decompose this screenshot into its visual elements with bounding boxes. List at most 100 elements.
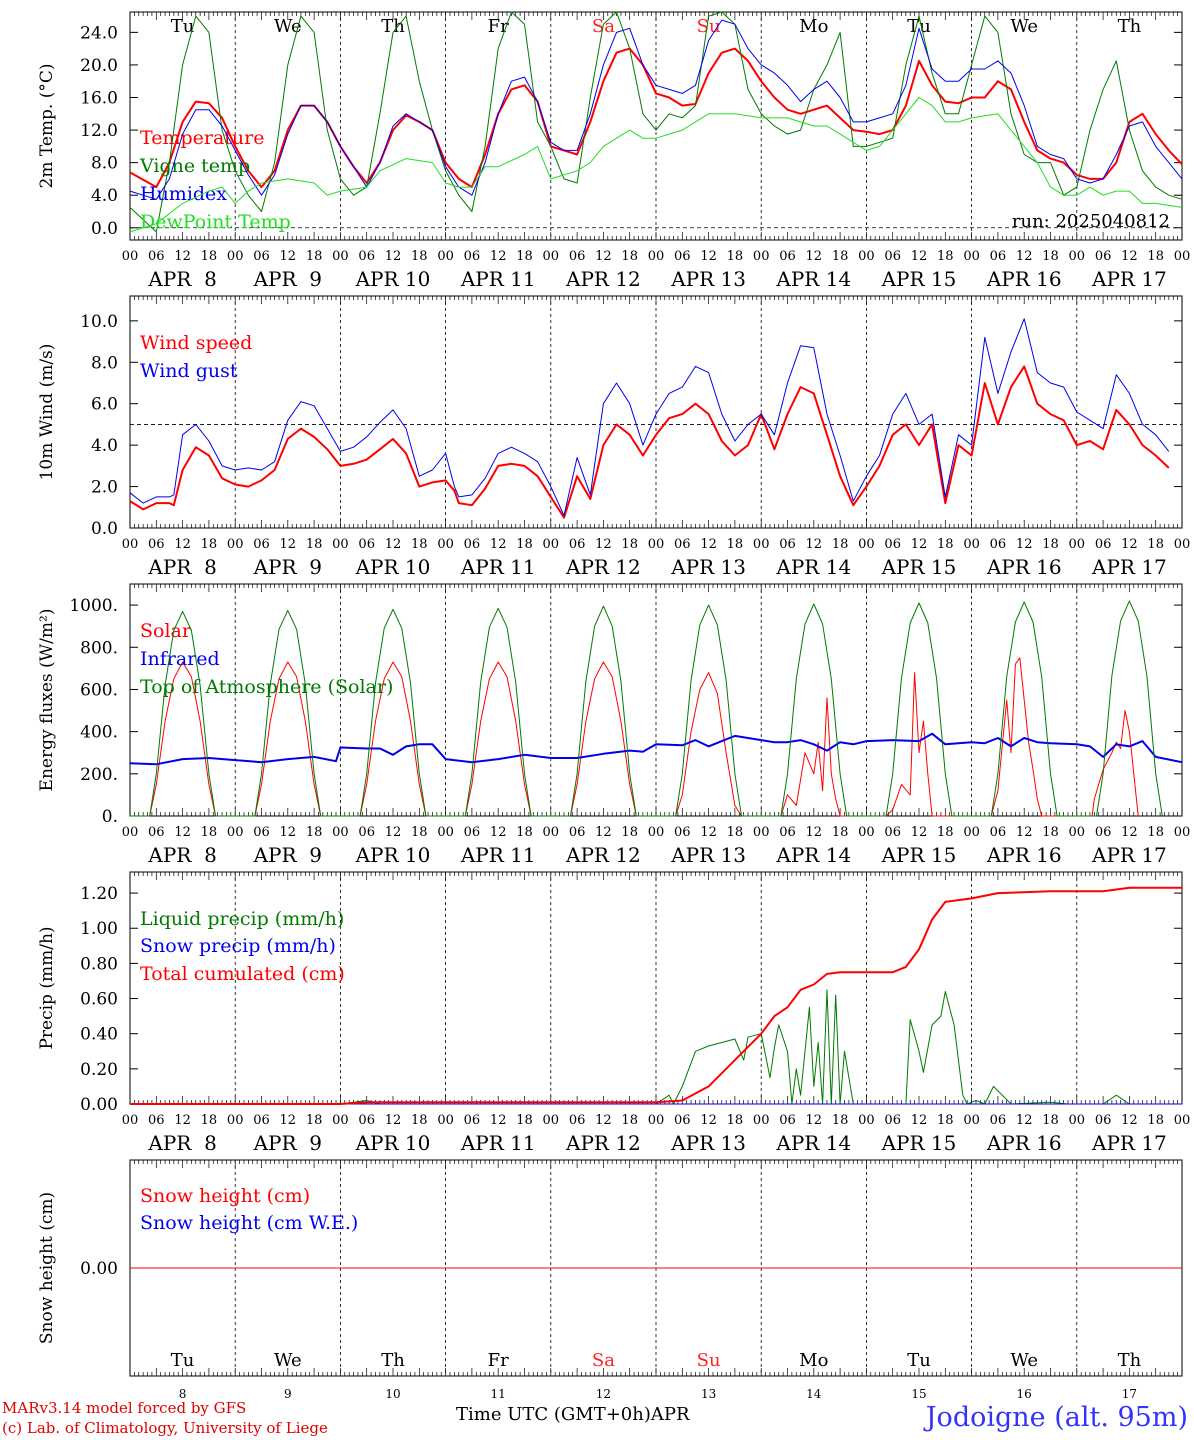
wind-panel: 0.0 2.0 4.0 6.0 8.0 10.0 10m Wind (m/s) 00 06 12 1… [37, 295, 1191, 579]
x-axis-month: APR [650, 1404, 690, 1425]
precip-y-tick-label: 0.60 [80, 990, 118, 1010]
energy-hour-label: 12 [490, 825, 507, 840]
wind-series-0-line [129, 365, 1170, 519]
wind-y-tick-label: 0.0 [91, 519, 118, 539]
energy-date-label: APR 17 [1091, 843, 1167, 867]
wind-hour-label: 18 [306, 537, 323, 552]
temp-date-label: APR 15 [881, 267, 957, 291]
precip-hour-label: 06 [569, 1113, 586, 1128]
weekday-label: We [274, 16, 302, 37]
wind-hour-label: 00 [1069, 537, 1086, 552]
wind-y-tick-label: 4.0 [91, 436, 118, 456]
temp-legend-3: DewPoint Temp [140, 211, 291, 233]
day-number-label: 10 [385, 1387, 400, 1401]
temp-series-2-line [129, 19, 1183, 200]
energy-legend-0: Solar [140, 620, 192, 642]
temp-y-tick-label: 24.0 [80, 23, 118, 43]
energy-hour-label: 06 [464, 825, 481, 840]
temp-hour-label: 12 [700, 249, 717, 264]
temp-panel: 0.0 4.0 8.0 12.0 16.0 20.0 24.0 2m Temp. (°C) 00… [37, 11, 1190, 291]
wind-date-label: APR 17 [1091, 555, 1167, 579]
temp-date-label: APR 13 [670, 267, 746, 291]
energy-date-label: APR 10 [355, 843, 431, 867]
wind-hour-label: 06 [148, 537, 165, 552]
precip-hour-label: 18 [1042, 1113, 1059, 1128]
wind-hour-label: 06 [253, 537, 270, 552]
precip-hour-label: 18 [727, 1113, 744, 1128]
snow-legend-0: Snow height (cm) [140, 1185, 310, 1207]
precip-legend-2: Total cumulated (cm) [140, 963, 345, 985]
wind-date-label: APR 8 [147, 555, 216, 579]
precip-date-label: APR 11 [460, 1131, 536, 1155]
precip-date-label: APR 10 [355, 1131, 431, 1155]
precip-hour-label: 00 [122, 1113, 139, 1128]
temp-series-0-line [129, 47, 1183, 189]
precip-hour-label: 06 [358, 1113, 375, 1128]
x-axis-title: Time UTC (GMT+0h)APR [456, 1404, 690, 1425]
temp-hour-label: 06 [253, 249, 270, 264]
wind-y-tick-label: 2.0 [91, 478, 118, 498]
wind-legend-1: Wind gust [140, 360, 238, 382]
energy-date-label: APR 13 [670, 843, 746, 867]
energy-hour-label: 12 [385, 825, 402, 840]
wind-hour-label: 06 [358, 537, 375, 552]
precip-hour-label: 18 [937, 1113, 954, 1128]
temp-date-label: APR 14 [775, 267, 851, 291]
wind-hour-label: 00 [1174, 537, 1191, 552]
precip-hour-label: 06 [884, 1113, 901, 1128]
temp-date-label: APR 10 [355, 267, 431, 291]
wind-date-label: APR 10 [355, 555, 431, 579]
energy-date-label: APR 12 [565, 843, 641, 867]
wind-y-tick-label: 10.0 [80, 312, 118, 332]
energy-y-tick-label: 0. [102, 807, 118, 827]
energy-hour-label: 18 [727, 825, 744, 840]
temp-y-axis-label: 2m Temp. (°C) [37, 63, 57, 188]
temp-hour-label: 00 [543, 249, 560, 264]
precip-hour-label: 12 [280, 1113, 297, 1128]
temp-hour-label: 18 [621, 249, 638, 264]
temp-series-3-line [129, 97, 1183, 233]
wind-legend-0: Wind speed [140, 332, 252, 354]
wind-date-label: APR 9 [253, 555, 322, 579]
precip-hour-label: 12 [174, 1113, 191, 1128]
precip-hour-label: 00 [332, 1113, 349, 1128]
precip-hour-label: 06 [674, 1113, 691, 1128]
precip-date-label: APR 8 [147, 1131, 216, 1155]
energy-y-tick-label: 800. [80, 638, 118, 658]
site-title: Jodoigne (alt. 95m) [925, 1402, 1188, 1433]
weekday-label: Fr [488, 1350, 509, 1371]
energy-y-tick-label: 600. [80, 680, 118, 700]
temp-hour-label: 12 [595, 249, 612, 264]
energy-hour-label: 18 [411, 825, 428, 840]
precip-y-axis-label: Precip (mm/h) [37, 926, 57, 1049]
wind-date-label: APR 12 [565, 555, 641, 579]
precip-date-label: APR 15 [881, 1131, 957, 1155]
precip-hour-label: 06 [1095, 1113, 1112, 1128]
precip-hour-label: 18 [411, 1113, 428, 1128]
temp-hour-label: 06 [779, 249, 796, 264]
precip-legend-0: Liquid precip (mm/h) [140, 908, 344, 930]
temp-y-tick-label: 16.0 [80, 89, 118, 109]
weekday-label: Th [1118, 1350, 1142, 1371]
wind-hour-label: 00 [648, 537, 665, 552]
wind-hour-label: 12 [490, 537, 507, 552]
wind-hour-label: 00 [963, 537, 980, 552]
weekday-label: Mo [799, 1350, 828, 1371]
wind-date-label: APR 16 [986, 555, 1062, 579]
precip-hour-label: 18 [1147, 1113, 1164, 1128]
snow-panel: 0.00 Snow height (cm) Tu 8 We 9 Th 10 Fr 11 Sa 12 Su… [37, 1159, 1183, 1401]
wind-y-axis-label: 10m Wind (m/s) [37, 344, 57, 481]
wind-hour-label: 12 [806, 537, 823, 552]
wind-hour-label: 18 [937, 537, 954, 552]
temp-date-label: APR 8 [147, 267, 216, 291]
precip-legend-1: Snow precip (mm/h) [140, 935, 336, 957]
precip-y-tick-label: 0.20 [80, 1060, 118, 1080]
precip-series-2-line [130, 886, 1182, 1105]
temp-hour-label: 06 [990, 249, 1007, 264]
energy-hour-label: 00 [122, 825, 139, 840]
energy-date-label: APR 9 [253, 843, 322, 867]
energy-hour-label: 00 [858, 825, 875, 840]
wind-hour-label: 18 [516, 537, 533, 552]
temp-legend-0: Temperature [140, 127, 264, 149]
